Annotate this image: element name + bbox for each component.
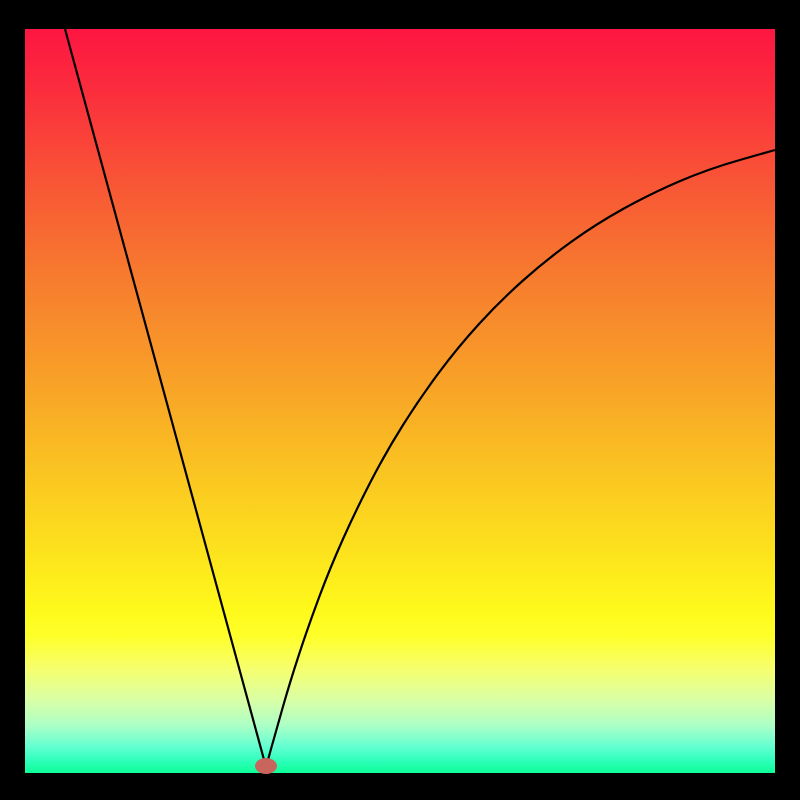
chart-plot-area: [25, 29, 775, 773]
chart-svg: [0, 0, 800, 800]
minimum-marker: [255, 758, 277, 774]
bottleneck-chart: [0, 0, 800, 800]
